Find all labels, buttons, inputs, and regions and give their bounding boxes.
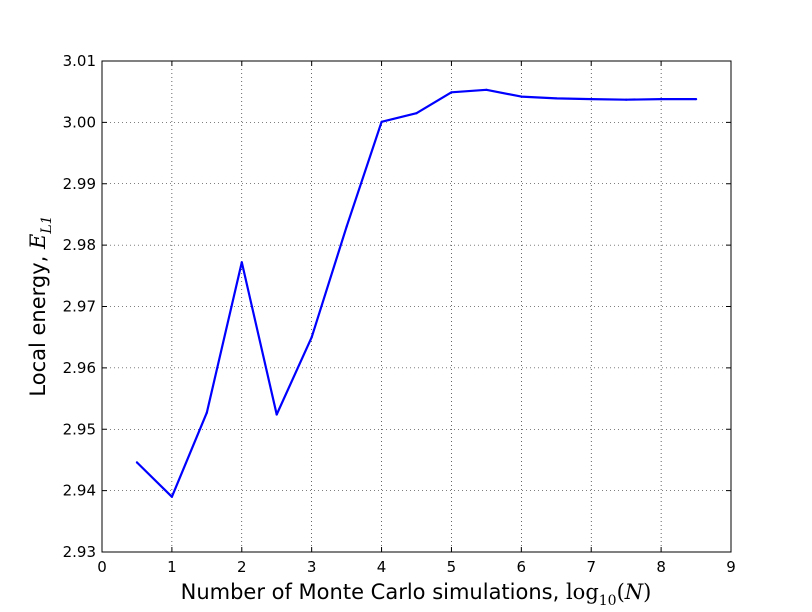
data-point xyxy=(310,336,313,339)
x-tick-label: 3 xyxy=(307,558,317,576)
series-line xyxy=(136,88,697,498)
y-tick-label: 3.00 xyxy=(63,113,96,131)
data-point xyxy=(240,261,243,264)
x-tick-label: 7 xyxy=(586,558,596,576)
y-axis-title: Local energy, EL1 xyxy=(26,215,55,396)
plot-frame xyxy=(101,60,732,553)
x-tick-label: 6 xyxy=(517,558,527,576)
series-layer xyxy=(135,88,698,498)
data-point xyxy=(170,495,173,498)
data-point xyxy=(415,112,418,115)
y-tick-label: 2.94 xyxy=(63,482,96,500)
data-point xyxy=(450,91,453,94)
x-tick-label: 2 xyxy=(237,558,247,576)
data-point xyxy=(520,95,523,98)
y-tick-label: 2.93 xyxy=(63,543,96,561)
axis-ticks xyxy=(101,60,732,553)
data-point xyxy=(485,88,488,91)
data-point xyxy=(380,120,383,123)
x-tick-label: 0 xyxy=(97,558,107,576)
x-axis-title: Number of Monte Carlo simulations, log10… xyxy=(181,580,652,609)
y-tick-label: 2.99 xyxy=(63,175,96,193)
x-tick-label: 8 xyxy=(656,558,666,576)
data-point xyxy=(205,411,208,414)
x-tick-label: 5 xyxy=(447,558,457,576)
y-tick-label: 2.97 xyxy=(63,298,96,316)
data-point xyxy=(135,461,138,464)
data-point xyxy=(660,98,663,101)
data-point xyxy=(695,98,698,101)
data-point xyxy=(555,97,558,100)
tick-labels: 0 1 2 3 4 5 6 7 8 9 2.93 2.94 2.95 2.96 2.97 2.98 2.99 3.… xyxy=(63,52,736,576)
data-point xyxy=(625,98,628,101)
grid-lines xyxy=(101,60,732,553)
x-tick-label: 9 xyxy=(726,558,736,576)
data-point xyxy=(345,225,348,228)
data-point xyxy=(590,98,593,101)
y-tick-label: 2.98 xyxy=(63,236,96,254)
data-point xyxy=(275,413,278,416)
x-tick-label: 4 xyxy=(377,558,387,576)
y-tick-label: 2.96 xyxy=(63,359,96,377)
x-tick-label: 1 xyxy=(167,558,177,576)
y-tick-label: 3.01 xyxy=(63,52,96,70)
y-tick-label: 2.95 xyxy=(63,420,96,438)
